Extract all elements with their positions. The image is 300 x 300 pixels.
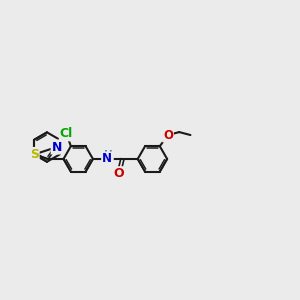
Text: Cl: Cl [60, 127, 73, 140]
Text: H: H [104, 150, 113, 161]
Text: S: S [30, 148, 39, 161]
Text: N: N [52, 141, 62, 154]
Text: N: N [102, 152, 112, 166]
Text: O: O [163, 128, 173, 142]
Text: O: O [114, 167, 124, 180]
